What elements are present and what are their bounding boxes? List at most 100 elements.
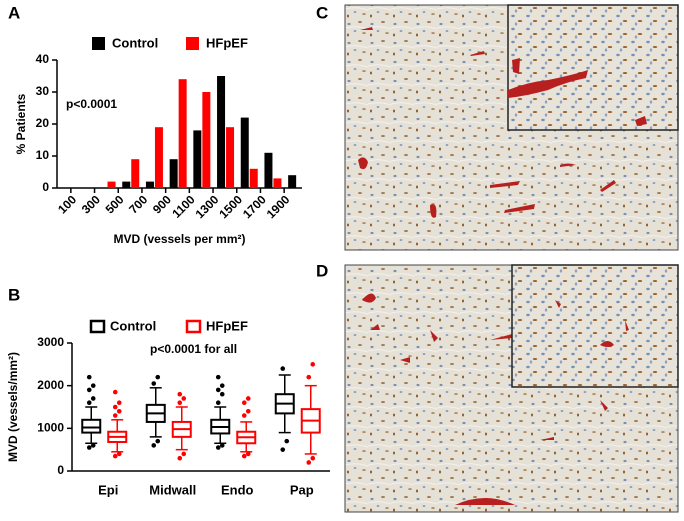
outlier — [112, 404, 118, 410]
outlier — [116, 451, 122, 457]
outlier — [245, 396, 251, 401]
outlier — [215, 445, 221, 450]
x-tick-label: 300 — [79, 192, 103, 216]
outlier — [112, 413, 118, 418]
bar — [226, 127, 235, 188]
outlier — [215, 400, 221, 406]
x-tick-label: Epi — [98, 482, 118, 497]
outlier — [241, 413, 247, 418]
outlier — [181, 396, 187, 401]
outlier — [284, 438, 290, 444]
y-tick-label: 0 — [42, 180, 49, 194]
outlier — [86, 374, 92, 380]
bar — [217, 76, 226, 188]
bar — [178, 79, 187, 188]
x-tick-label: 700 — [126, 192, 150, 216]
outlier — [219, 391, 225, 397]
outlier — [116, 408, 122, 414]
bar — [193, 130, 202, 188]
y-tick-label: 3000 — [37, 335, 64, 349]
x-tick-label: 1900 — [264, 192, 293, 221]
box — [81, 418, 102, 434]
outlier — [177, 400, 183, 406]
outlier — [90, 383, 96, 388]
outlier — [86, 445, 92, 450]
legend-label: Control — [112, 35, 158, 50]
bar — [107, 181, 116, 188]
outlier — [280, 366, 286, 371]
x-tick-label: Pap — [290, 482, 314, 497]
x-tick-label: Midwall — [149, 482, 196, 497]
y-tick-label: 30 — [36, 84, 50, 98]
y-axis-label: % Patients — [14, 93, 28, 154]
y-tick-label: 2000 — [37, 378, 64, 392]
outlier — [241, 400, 247, 406]
x-tick-label: 1500 — [216, 192, 245, 221]
x-tick-label: 1700 — [240, 192, 269, 221]
y-tick-label: 0 — [57, 463, 64, 477]
outlier — [177, 455, 183, 461]
outlier — [181, 451, 187, 457]
outlier — [86, 387, 92, 393]
x-tick-label: 1100 — [169, 192, 198, 221]
bar — [288, 175, 297, 188]
legend-label: HFpEF — [206, 318, 248, 333]
outlier — [86, 400, 92, 406]
bar — [264, 152, 273, 188]
outlier — [112, 453, 118, 459]
outlier — [177, 391, 183, 397]
annotation: p<0.0001 — [66, 97, 117, 111]
y-tick-label: 20 — [36, 116, 50, 130]
outlier — [215, 387, 221, 393]
outlier — [90, 443, 96, 448]
outlier — [245, 408, 251, 414]
bar — [240, 117, 249, 188]
outlier — [219, 443, 225, 448]
bar — [154, 127, 163, 188]
bar — [249, 168, 258, 188]
outlier — [116, 400, 122, 406]
outlier — [155, 374, 161, 380]
outlier — [306, 460, 312, 465]
x-tick-label: 100 — [55, 192, 79, 216]
outlier — [151, 381, 157, 386]
bar — [169, 159, 178, 188]
legend-swatch — [185, 319, 202, 334]
y-tick-label: 1000 — [37, 421, 64, 435]
outlier — [90, 396, 96, 401]
annotation: p<0.0001 for all — [150, 342, 237, 356]
y-tick-label: 10 — [36, 148, 50, 162]
bar — [145, 181, 154, 188]
outlier — [155, 438, 161, 444]
micrograph-d — [344, 264, 679, 513]
panel-label: D — [316, 261, 328, 280]
panel-label: A — [8, 3, 20, 22]
legend-label: Control — [110, 318, 156, 333]
x-tick-label: Endo — [221, 482, 254, 497]
legend-swatch — [92, 37, 105, 50]
outlier — [215, 374, 221, 380]
outlier — [310, 455, 316, 461]
panel-label: C — [316, 3, 328, 22]
x-axis-label: MVD (vessels per mm²) — [113, 232, 245, 246]
micrograph-c — [344, 4, 679, 251]
x-tick-label: 1300 — [193, 192, 222, 221]
y-axis-label: MVD (vessels/mm²) — [6, 352, 20, 462]
x-tick-label: 500 — [103, 192, 127, 216]
bar — [131, 159, 140, 188]
legend-label: HFpEF — [206, 35, 248, 50]
bar — [273, 178, 282, 188]
outlier — [306, 374, 312, 380]
outlier — [245, 451, 251, 457]
outlier — [151, 443, 157, 448]
outlier — [310, 362, 316, 367]
bar — [122, 181, 131, 188]
outlier — [219, 383, 225, 388]
y-tick-label: 40 — [36, 52, 50, 66]
outlier — [280, 447, 286, 452]
panel-label: B — [8, 285, 20, 304]
legend-swatch — [186, 37, 199, 50]
bar — [202, 92, 211, 188]
outlier — [241, 453, 247, 459]
